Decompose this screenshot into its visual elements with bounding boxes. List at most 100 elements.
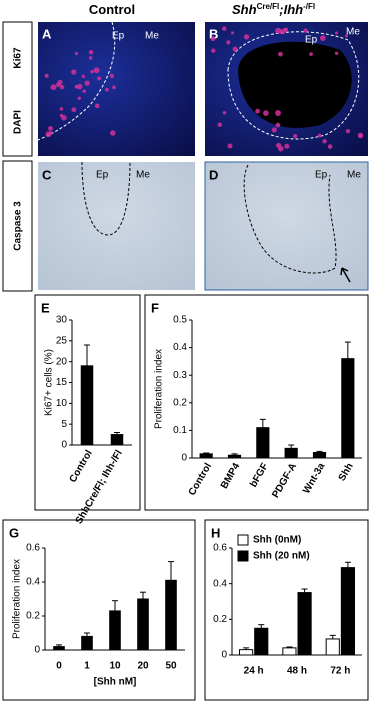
bar bbox=[282, 647, 297, 656]
x-tick-label: 10 bbox=[109, 661, 121, 672]
nucleus bbox=[243, 34, 250, 40]
nucleus bbox=[94, 103, 100, 109]
nucleus bbox=[97, 76, 102, 81]
lumen bbox=[238, 41, 352, 128]
nucleus bbox=[345, 128, 351, 134]
nucleus bbox=[221, 26, 227, 31]
nucleus bbox=[222, 110, 227, 115]
nucleus bbox=[263, 110, 269, 116]
bar bbox=[284, 447, 298, 459]
nucleus bbox=[48, 126, 53, 131]
nucleus bbox=[275, 122, 281, 128]
y-tick-label: 25 bbox=[56, 335, 68, 346]
x-tick-label: Control bbox=[68, 448, 95, 484]
nucleus bbox=[230, 31, 234, 35]
nucleus bbox=[275, 27, 282, 34]
nucleus bbox=[334, 51, 339, 56]
y-axis-label: Proliferation index bbox=[12, 559, 23, 639]
nucleus bbox=[227, 143, 233, 149]
x-tick-label: Wnt-3a bbox=[301, 461, 327, 496]
bar bbox=[110, 434, 124, 446]
bar bbox=[165, 579, 177, 651]
row-label-box bbox=[2, 21, 33, 157]
bar bbox=[312, 451, 327, 459]
nucleus bbox=[82, 89, 86, 94]
nucleus bbox=[319, 35, 326, 42]
column-header: Control bbox=[89, 2, 135, 17]
y-tick-label: 0.2 bbox=[213, 614, 227, 625]
bar bbox=[325, 638, 340, 656]
header-text: Ihh bbox=[284, 2, 304, 17]
nucleus bbox=[322, 139, 327, 144]
header-text: Shh bbox=[232, 2, 257, 17]
nucleus bbox=[74, 51, 79, 56]
header-sup: Cre/Fl bbox=[257, 2, 280, 11]
x-tick-label: Shh bbox=[337, 461, 356, 483]
y-tick-label: 5 bbox=[61, 419, 67, 430]
region-label: Me bbox=[136, 170, 150, 181]
y-tick-label: 0 bbox=[34, 645, 40, 656]
row-label-box bbox=[2, 160, 33, 292]
nucleus bbox=[276, 142, 282, 148]
nucleus bbox=[88, 56, 93, 60]
nucleus bbox=[77, 96, 82, 100]
nucleus bbox=[284, 143, 290, 149]
panel-letter: D bbox=[209, 167, 218, 182]
nucleus bbox=[59, 84, 65, 90]
nucleus bbox=[293, 134, 298, 139]
panel-letter: B bbox=[209, 26, 218, 41]
nucleus bbox=[210, 36, 216, 42]
nucleus bbox=[217, 122, 222, 127]
x-tick-label: 0 bbox=[56, 661, 62, 672]
y-tick-label: 0.1 bbox=[173, 425, 187, 436]
region-label: Me bbox=[346, 27, 360, 38]
nucleus bbox=[81, 74, 86, 79]
bar bbox=[53, 646, 65, 651]
region-label: Ep bbox=[305, 35, 318, 46]
arrow bbox=[340, 267, 351, 283]
x-tick-label: 20 bbox=[137, 661, 149, 672]
nucleus bbox=[48, 131, 53, 135]
bar bbox=[81, 635, 93, 651]
header-sup: -/Fl bbox=[303, 2, 315, 11]
micrograph bbox=[38, 22, 195, 156]
region-label: Me bbox=[145, 31, 159, 42]
bar bbox=[341, 358, 355, 459]
nucleus bbox=[74, 84, 79, 89]
header-text: ; bbox=[279, 2, 283, 17]
nucleus bbox=[44, 73, 49, 78]
x-tick-label: Control bbox=[187, 461, 214, 497]
bar bbox=[340, 567, 356, 656]
nucleus bbox=[327, 144, 333, 149]
y-axis-label: Ki67+ cells (%) bbox=[44, 349, 55, 416]
region-label: Ep bbox=[315, 170, 328, 181]
nucleus bbox=[255, 108, 261, 114]
nucleus bbox=[105, 87, 109, 92]
nucleus bbox=[93, 67, 100, 74]
y-tick-label: 0 bbox=[221, 650, 227, 661]
nucleus bbox=[226, 40, 231, 45]
nucleus bbox=[109, 130, 116, 136]
y-tick-label: 0 bbox=[181, 453, 187, 464]
chart-frame bbox=[204, 519, 369, 701]
x-tick-label: 24 h bbox=[244, 666, 264, 677]
x-tick-label: PDGF-A bbox=[270, 461, 299, 500]
y-axis-label: Proliferation index bbox=[154, 349, 165, 429]
y-tick-label: 15 bbox=[56, 377, 68, 388]
y-tick-label: 0.4 bbox=[173, 342, 187, 353]
bar bbox=[227, 454, 242, 459]
stain-label: Caspase 3 bbox=[13, 201, 24, 251]
x-tick-label: 48 h bbox=[287, 666, 307, 677]
region-label: Ep bbox=[112, 31, 125, 42]
bar bbox=[239, 649, 254, 656]
panel-letter: G bbox=[9, 525, 19, 540]
x-tick-label: bFGF bbox=[248, 461, 271, 489]
bar bbox=[256, 427, 270, 459]
x-axis-label: [Shh nM] bbox=[94, 677, 137, 688]
nucleus bbox=[59, 107, 64, 111]
nucleus bbox=[309, 52, 313, 56]
bar bbox=[254, 627, 269, 656]
x-tick-label: 72 h bbox=[330, 666, 350, 677]
panel-letter: E bbox=[41, 300, 50, 315]
